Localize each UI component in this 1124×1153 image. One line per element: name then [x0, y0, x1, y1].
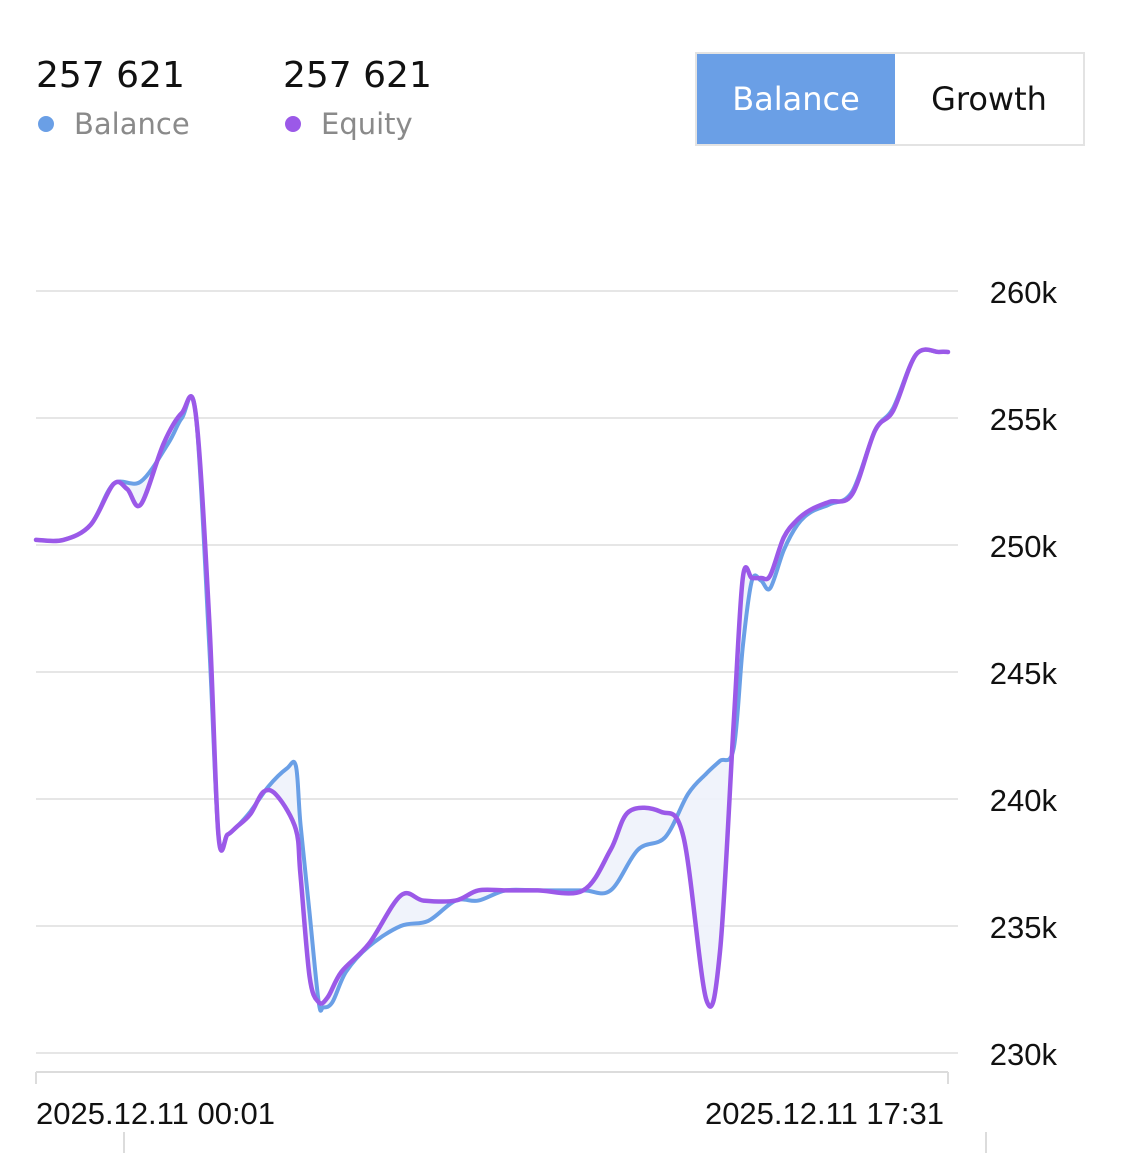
chart-mode-toggle: Balance Growth [695, 52, 1085, 146]
equity-series-line [33, 347, 951, 1009]
equity-label: Equity [321, 107, 413, 141]
x-tick-label: 2025.12.11 00:01 [36, 1096, 275, 1131]
balance-series-line [34, 347, 950, 1013]
y-tick-label: 235k [990, 910, 1058, 945]
y-tick-label: 250k [990, 529, 1058, 564]
y-tick-label: 255k [990, 402, 1058, 437]
equity-dot-icon [285, 116, 301, 132]
balance-toggle-button[interactable]: Balance [697, 54, 895, 144]
x-tick-label: 2025.12.11 17:31 [705, 1096, 944, 1131]
equity-stat: 257 621 Equity [283, 52, 432, 144]
y-tick-label: 245k [990, 656, 1058, 691]
equity-legend: Equity [283, 104, 432, 144]
balance-legend: Balance [36, 104, 190, 144]
y-tick-label: 230k [990, 1037, 1058, 1072]
balance-dot-icon [38, 116, 54, 132]
balance-stat: 257 621 Balance [36, 52, 190, 144]
y-tick-label: 240k [990, 783, 1058, 818]
y-tick-label: 260k [990, 275, 1058, 310]
balance-label: Balance [74, 107, 190, 141]
equity-value: 257 621 [283, 55, 432, 96]
balance-value: 257 621 [36, 55, 185, 96]
balance-equity-gap-fill [36, 349, 948, 1011]
growth-toggle-button[interactable]: Growth [895, 54, 1083, 144]
